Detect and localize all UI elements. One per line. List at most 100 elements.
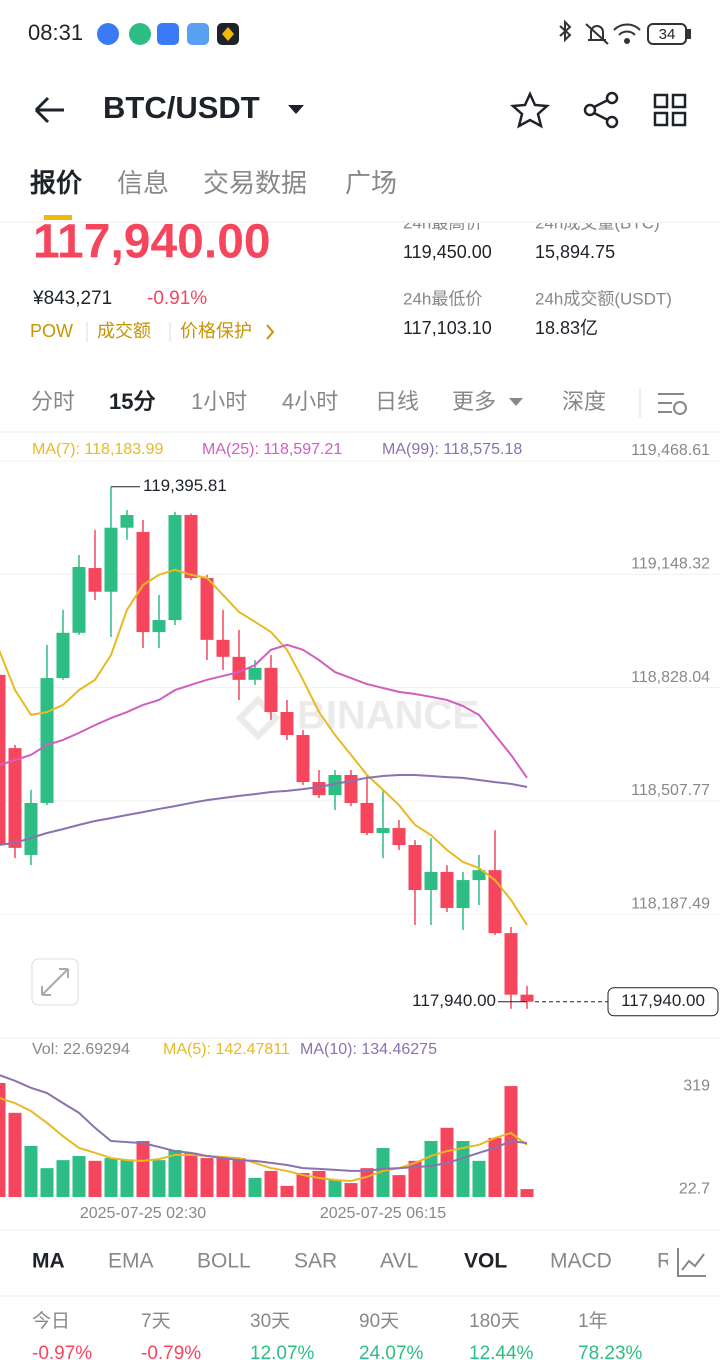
indicator[interactable]: VOL <box>464 1250 507 1273</box>
pair-dropdown[interactable] <box>288 105 304 114</box>
expand-button[interactable] <box>31 958 79 1006</box>
candle-body <box>88 568 102 592</box>
interval[interactable]: 更多 <box>452 389 496 414</box>
volume-bar <box>360 1168 374 1197</box>
volume-bar <box>424 1141 438 1197</box>
last-price-box-label: 117,940.00 <box>621 991 705 1010</box>
candle-body <box>264 667 278 713</box>
indicator[interactable]: MA <box>32 1250 65 1273</box>
indicator[interactable]: AVL <box>380 1250 418 1273</box>
price-change: -0.91% <box>147 288 207 309</box>
candle-body <box>376 828 390 834</box>
y-tick-label: 119,468.61 <box>631 442 710 459</box>
favorite-button[interactable] <box>509 90 551 129</box>
indicator[interactable]: BOLL <box>197 1250 251 1273</box>
candle-body <box>8 748 22 848</box>
tag[interactable]: POW <box>30 321 73 341</box>
period-change: 24.07% <box>359 1343 424 1360</box>
status-app-icons <box>97 23 239 45</box>
interval[interactable]: 日线 <box>375 389 419 414</box>
volume-bar <box>136 1141 150 1197</box>
grid-menu-button[interactable] <box>653 93 687 127</box>
y-tick-label: 319 <box>683 1077 710 1094</box>
tab[interactable]: 交易数据 <box>203 168 307 198</box>
pair-title[interactable]: BTC/USDT <box>103 90 260 125</box>
period-change: 78.23% <box>578 1343 643 1360</box>
stat-label: 24h成交量(BTC) <box>535 213 660 232</box>
candle-body <box>440 871 454 909</box>
stat-label: 24h成交额(USDT) <box>535 289 672 308</box>
volume-bar <box>408 1160 422 1197</box>
indicator-settings[interactable] <box>677 1248 706 1277</box>
legend-entry: MA(25): 118,597.21 <box>202 441 342 458</box>
volume-bar <box>232 1158 246 1197</box>
period-change: -0.97% <box>32 1343 92 1360</box>
volume-bar <box>248 1177 262 1197</box>
tab[interactable]: 信息 <box>117 168 169 198</box>
candle-body <box>248 667 262 680</box>
interval[interactable]: 分时 <box>31 389 75 414</box>
period-change: 12.44% <box>469 1343 534 1360</box>
more-caret <box>509 398 523 406</box>
last-price: 117,940.00 <box>33 216 271 269</box>
interval[interactable]: 深度 <box>562 389 606 414</box>
share-button[interactable] <box>583 91 619 129</box>
back-button[interactable] <box>34 96 64 124</box>
y-tick-label: 118,507.77 <box>631 782 710 799</box>
ma-line <box>0 1074 528 1172</box>
candle-body <box>312 782 326 796</box>
last-price-tag: 117,940.00 <box>412 991 496 1010</box>
y-tick-label: 119,148.32 <box>631 556 710 573</box>
candle-body <box>56 632 70 679</box>
indicator[interactable]: MACD <box>550 1250 612 1273</box>
max-label: 119,395.81 <box>143 476 227 495</box>
volume-bar <box>184 1152 198 1197</box>
volume-bar <box>296 1173 310 1197</box>
tag[interactable]: 成交额 <box>97 321 151 341</box>
candle-body <box>136 531 150 633</box>
x-tick-label: 2025-07-25 06:15 <box>320 1205 446 1222</box>
stat-label: 24h最低价 <box>403 289 482 308</box>
tag[interactable]: 价格保护 <box>180 321 252 341</box>
volume-bar <box>456 1141 470 1197</box>
last-price-box <box>607 987 719 1017</box>
volume-bar <box>24 1145 38 1197</box>
interval[interactable]: 15分 <box>109 389 155 414</box>
candle-body <box>216 639 230 657</box>
chart-settings[interactable] <box>658 393 687 415</box>
interval[interactable]: 1小时 <box>191 389 247 414</box>
battery-level: 34 <box>659 26 676 43</box>
candle-body <box>456 880 470 909</box>
tab[interactable]: 报价 <box>30 168 83 198</box>
ma-line <box>0 773 528 846</box>
volume-bar <box>264 1170 278 1197</box>
stat-value: 119,450.00 <box>403 242 492 262</box>
candle-body <box>392 828 406 846</box>
status-time: 08:31 <box>28 20 83 45</box>
indicator[interactable]: EMA <box>108 1250 154 1273</box>
candle-body <box>72 566 86 633</box>
candle-body <box>200 577 214 640</box>
interval[interactable]: 4小时 <box>282 389 338 414</box>
period-change: -0.79% <box>141 1343 201 1360</box>
candle-body <box>488 870 502 934</box>
indicator[interactable]: SAR <box>294 1250 337 1273</box>
volume-bar <box>392 1175 406 1197</box>
cny-price: ¥843,271 <box>32 288 112 309</box>
volume-bar <box>488 1137 502 1197</box>
ma-line <box>0 568 528 926</box>
tab[interactable]: 广场 <box>345 168 397 198</box>
period-label: 7天 <box>141 1311 171 1332</box>
volume-bar <box>520 1189 534 1197</box>
y-tick-label: 118,828.04 <box>631 669 710 686</box>
volume-bar <box>40 1168 54 1197</box>
candle-body <box>104 527 118 592</box>
ma-line <box>0 1097 528 1183</box>
stat-value: 18.83亿 <box>535 318 598 338</box>
y-tick-label: 118,187.49 <box>631 895 710 912</box>
tab-indicator <box>44 215 72 220</box>
stat-value: 117,103.10 <box>403 318 492 338</box>
legend-entry: MA(99): 118,575.18 <box>382 441 522 458</box>
candle-body <box>408 845 422 890</box>
